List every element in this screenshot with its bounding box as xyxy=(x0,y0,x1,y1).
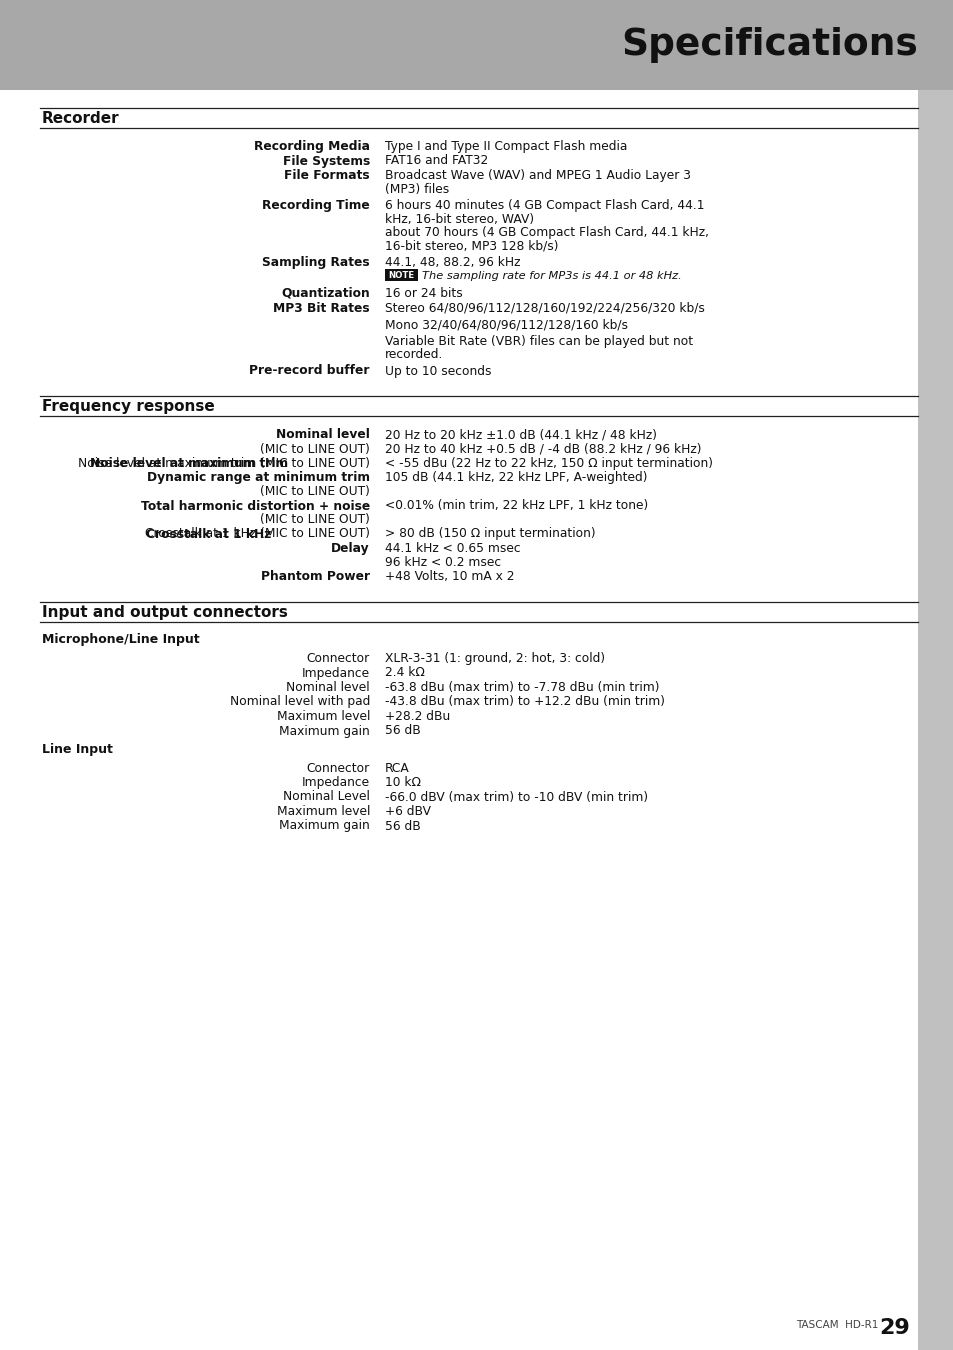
Text: Variable Bit Rate (VBR) files can be played but not: Variable Bit Rate (VBR) files can be pla… xyxy=(385,335,693,347)
Text: Dynamic range at minimum trim: Dynamic range at minimum trim xyxy=(147,471,370,485)
Text: Stereo 64/80/96/112/128/160/192/224/256/320 kb/s: Stereo 64/80/96/112/128/160/192/224/256/… xyxy=(385,301,704,315)
Text: -63.8 dBu (max trim) to -7.78 dBu (min trim): -63.8 dBu (max trim) to -7.78 dBu (min t… xyxy=(385,680,659,694)
Text: 20 Hz to 40 kHz +0.5 dB / -4 dB (88.2 kHz / 96 kHz): 20 Hz to 40 kHz +0.5 dB / -4 dB (88.2 kH… xyxy=(385,443,700,455)
Text: 16 or 24 bits: 16 or 24 bits xyxy=(385,288,462,300)
Text: 44.1, 48, 88.2, 96 kHz: 44.1, 48, 88.2, 96 kHz xyxy=(385,256,520,269)
Text: Broadcast Wave (WAV) and MPEG 1 Audio Layer 3: Broadcast Wave (WAV) and MPEG 1 Audio La… xyxy=(385,169,690,182)
Text: Mono 32/40/64/80/96/112/128/160 kb/s: Mono 32/40/64/80/96/112/128/160 kb/s xyxy=(385,319,627,332)
Text: File Systems: File Systems xyxy=(282,154,370,167)
Text: File Formats: File Formats xyxy=(284,169,370,182)
Bar xyxy=(917,90,953,1350)
Text: < -55 dBu (22 Hz to 22 kHz, 150 Ω input termination): < -55 dBu (22 Hz to 22 kHz, 150 Ω input … xyxy=(385,458,712,470)
Text: 16-bit stereo, MP3 128 kb/s): 16-bit stereo, MP3 128 kb/s) xyxy=(385,239,558,252)
Text: Nominal level with pad: Nominal level with pad xyxy=(230,695,370,709)
Text: about 70 hours (4 GB Compact Flash Card, 44.1 kHz,: about 70 hours (4 GB Compact Flash Card,… xyxy=(385,225,708,239)
Text: recorded.: recorded. xyxy=(385,348,443,360)
Text: (MP3) files: (MP3) files xyxy=(385,182,449,196)
Text: Connector: Connector xyxy=(307,761,370,775)
Text: kHz, 16-bit stereo, WAV): kHz, 16-bit stereo, WAV) xyxy=(385,212,534,225)
Bar xyxy=(385,269,417,281)
Text: 44.1 kHz < 0.65 msec: 44.1 kHz < 0.65 msec xyxy=(385,541,520,555)
Text: Line Input: Line Input xyxy=(42,743,112,756)
Text: FAT16 and FAT32: FAT16 and FAT32 xyxy=(385,154,488,167)
Text: Sampling Rates: Sampling Rates xyxy=(262,256,370,269)
Text: 10 kΩ: 10 kΩ xyxy=(385,776,420,788)
Text: Maximum gain: Maximum gain xyxy=(279,725,370,737)
Text: +48 Volts, 10 mA x 2: +48 Volts, 10 mA x 2 xyxy=(385,570,514,583)
Text: -43.8 dBu (max trim) to +12.2 dBu (min trim): -43.8 dBu (max trim) to +12.2 dBu (min t… xyxy=(385,695,664,709)
Text: Frequency response: Frequency response xyxy=(42,400,214,414)
Text: Noise level at maximum trim: Noise level at maximum trim xyxy=(90,458,288,470)
Text: 56 dB: 56 dB xyxy=(385,819,420,833)
Text: (MIC to LINE OUT): (MIC to LINE OUT) xyxy=(260,443,370,455)
Text: RCA: RCA xyxy=(385,761,410,775)
Text: NOTE: NOTE xyxy=(388,271,415,279)
Text: Delay: Delay xyxy=(331,541,370,555)
Text: Crosstalk at 1 kHz (MIC to LINE OUT): Crosstalk at 1 kHz (MIC to LINE OUT) xyxy=(145,528,370,540)
Text: (MIC to LINE OUT): (MIC to LINE OUT) xyxy=(260,485,370,498)
Text: TASCAM  HD-R1: TASCAM HD-R1 xyxy=(795,1320,877,1330)
Text: Quantization: Quantization xyxy=(281,288,370,300)
Text: +6 dBV: +6 dBV xyxy=(385,805,431,818)
Text: > 80 dB (150 Ω input termination): > 80 dB (150 Ω input termination) xyxy=(385,528,595,540)
Text: Total harmonic distortion + noise: Total harmonic distortion + noise xyxy=(141,500,370,513)
Text: Noise level at maximum trim (MIC to LINE OUT): Noise level at maximum trim (MIC to LINE… xyxy=(78,458,370,470)
Text: Input and output connectors: Input and output connectors xyxy=(42,605,288,620)
Text: 6 hours 40 minutes (4 GB Compact Flash Card, 44.1: 6 hours 40 minutes (4 GB Compact Flash C… xyxy=(385,198,703,212)
Text: Specifications: Specifications xyxy=(620,27,917,63)
Text: +28.2 dBu: +28.2 dBu xyxy=(385,710,450,724)
Text: 2.4 kΩ: 2.4 kΩ xyxy=(385,667,424,679)
Text: Connector: Connector xyxy=(307,652,370,666)
Text: Impedance: Impedance xyxy=(301,776,370,788)
Text: Recording Time: Recording Time xyxy=(262,198,370,212)
Text: Crosstalk at 1 kHz: Crosstalk at 1 kHz xyxy=(146,528,271,540)
Text: The sampling rate for MP3s is 44.1 or 48 kHz.: The sampling rate for MP3s is 44.1 or 48… xyxy=(421,271,681,281)
Text: Phantom Power: Phantom Power xyxy=(260,570,370,583)
Text: -66.0 dBV (max trim) to -10 dBV (min trim): -66.0 dBV (max trim) to -10 dBV (min tri… xyxy=(385,791,647,803)
Text: Up to 10 seconds: Up to 10 seconds xyxy=(385,364,491,378)
Text: Microphone/Line Input: Microphone/Line Input xyxy=(42,633,199,647)
Text: Maximum level: Maximum level xyxy=(276,805,370,818)
Text: 20 Hz to 20 kHz ±1.0 dB (44.1 kHz / 48 kHz): 20 Hz to 20 kHz ±1.0 dB (44.1 kHz / 48 k… xyxy=(385,428,657,441)
Text: 105 dB (44.1 kHz, 22 kHz LPF, A-weighted): 105 dB (44.1 kHz, 22 kHz LPF, A-weighted… xyxy=(385,471,647,485)
Text: Maximum gain: Maximum gain xyxy=(279,819,370,833)
Text: Impedance: Impedance xyxy=(301,667,370,679)
Text: Maximum level: Maximum level xyxy=(276,710,370,724)
Text: 96 kHz < 0.2 msec: 96 kHz < 0.2 msec xyxy=(385,555,500,568)
Text: Type I and Type II Compact Flash media: Type I and Type II Compact Flash media xyxy=(385,140,627,153)
Text: XLR-3-31 (1: ground, 2: hot, 3: cold): XLR-3-31 (1: ground, 2: hot, 3: cold) xyxy=(385,652,604,666)
Text: Nominal Level: Nominal Level xyxy=(283,791,370,803)
Bar xyxy=(0,0,953,90)
Text: Nominal level: Nominal level xyxy=(275,428,370,441)
Text: MP3 Bit Rates: MP3 Bit Rates xyxy=(274,301,370,315)
Text: (MIC to LINE OUT): (MIC to LINE OUT) xyxy=(260,513,370,526)
Text: Pre-record buffer: Pre-record buffer xyxy=(250,364,370,378)
Text: Recording Media: Recording Media xyxy=(253,140,370,153)
Text: Nominal level: Nominal level xyxy=(286,680,370,694)
Text: 56 dB: 56 dB xyxy=(385,725,420,737)
Text: 29: 29 xyxy=(879,1318,909,1338)
Text: <0.01% (min trim, 22 kHz LPF, 1 kHz tone): <0.01% (min trim, 22 kHz LPF, 1 kHz tone… xyxy=(385,500,648,513)
Text: Recorder: Recorder xyxy=(42,111,119,126)
